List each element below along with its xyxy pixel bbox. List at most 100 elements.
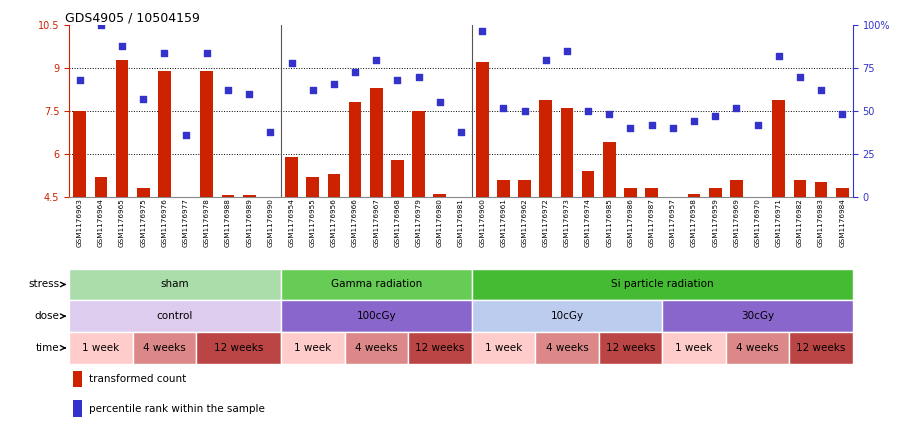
Point xyxy=(411,74,426,80)
Text: 12 weeks: 12 weeks xyxy=(214,343,264,353)
Text: Si particle radiation: Si particle radiation xyxy=(611,280,714,289)
Bar xyxy=(471,269,853,300)
Point xyxy=(136,96,150,102)
Point xyxy=(326,80,341,87)
Bar xyxy=(69,269,281,300)
Text: 12 weeks: 12 weeks xyxy=(606,343,656,353)
Bar xyxy=(730,180,743,197)
Point xyxy=(538,56,553,63)
Bar xyxy=(242,195,255,197)
Point xyxy=(581,108,596,115)
Point xyxy=(390,77,405,84)
Bar xyxy=(815,182,827,197)
Bar xyxy=(773,100,785,197)
Bar xyxy=(281,332,345,364)
Point xyxy=(305,87,320,94)
Bar xyxy=(476,63,489,197)
Point xyxy=(454,128,468,135)
Text: 10cGy: 10cGy xyxy=(550,311,584,321)
Bar xyxy=(74,111,86,197)
Bar xyxy=(196,332,281,364)
Point xyxy=(708,113,723,120)
Text: Gamma radiation: Gamma radiation xyxy=(331,280,422,289)
Bar xyxy=(69,300,281,332)
Point xyxy=(602,111,617,118)
Text: control: control xyxy=(157,311,194,321)
Text: dose: dose xyxy=(35,311,60,321)
Bar xyxy=(306,177,319,197)
Bar xyxy=(582,171,595,197)
Point xyxy=(751,121,765,128)
Bar xyxy=(370,88,383,197)
Bar xyxy=(662,332,726,364)
Bar xyxy=(624,188,637,197)
Point xyxy=(475,27,490,34)
Point xyxy=(72,77,87,84)
Bar xyxy=(836,188,848,197)
Text: 1 week: 1 week xyxy=(676,343,713,353)
Text: 30cGy: 30cGy xyxy=(741,311,774,321)
Bar xyxy=(95,177,107,197)
Text: 12 weeks: 12 weeks xyxy=(415,343,465,353)
Point xyxy=(517,108,532,115)
Text: 4 weeks: 4 weeks xyxy=(143,343,186,353)
Bar xyxy=(137,188,149,197)
Point xyxy=(157,49,171,56)
Text: percentile rank within the sample: percentile rank within the sample xyxy=(89,404,265,414)
Point xyxy=(220,87,235,94)
Text: 1 week: 1 week xyxy=(82,343,120,353)
Point xyxy=(814,87,829,94)
Bar xyxy=(73,371,82,387)
Bar xyxy=(281,300,471,332)
Bar xyxy=(158,71,171,197)
Text: 100cGy: 100cGy xyxy=(357,311,396,321)
Bar xyxy=(726,332,789,364)
Text: 4 weeks: 4 weeks xyxy=(355,343,397,353)
Bar xyxy=(603,143,616,197)
Bar xyxy=(408,332,471,364)
Text: sham: sham xyxy=(160,280,189,289)
Point xyxy=(432,99,447,106)
Bar xyxy=(709,188,722,197)
Point xyxy=(623,125,638,132)
Bar xyxy=(518,180,531,197)
Bar xyxy=(69,332,133,364)
Text: stress: stress xyxy=(29,280,60,289)
Bar xyxy=(433,194,446,197)
Bar xyxy=(200,71,213,197)
Bar xyxy=(471,332,535,364)
Bar xyxy=(662,300,853,332)
Point xyxy=(496,104,511,111)
Bar xyxy=(133,332,196,364)
Point xyxy=(793,74,808,80)
Point xyxy=(199,49,214,56)
Bar xyxy=(73,401,82,417)
Text: time: time xyxy=(36,343,60,353)
Point xyxy=(263,128,278,135)
Point xyxy=(729,104,744,111)
Point xyxy=(348,68,362,75)
Bar xyxy=(471,300,662,332)
Point xyxy=(644,121,659,128)
Text: 4 weeks: 4 weeks xyxy=(546,343,588,353)
Point xyxy=(772,53,786,60)
Point xyxy=(284,60,299,66)
Bar xyxy=(285,157,298,197)
Bar xyxy=(561,108,573,197)
Bar xyxy=(221,195,234,197)
Text: 1 week: 1 week xyxy=(294,343,331,353)
Bar xyxy=(789,332,853,364)
Point xyxy=(369,56,384,63)
Point xyxy=(114,43,129,49)
Text: transformed count: transformed count xyxy=(89,374,186,384)
Bar xyxy=(412,111,425,197)
Bar xyxy=(281,269,471,300)
Bar xyxy=(497,180,510,197)
Bar xyxy=(345,332,408,364)
Point xyxy=(178,132,193,138)
Bar xyxy=(327,174,340,197)
Bar xyxy=(598,332,662,364)
Text: 1 week: 1 week xyxy=(485,343,522,353)
Bar xyxy=(539,100,552,197)
Bar xyxy=(535,332,598,364)
